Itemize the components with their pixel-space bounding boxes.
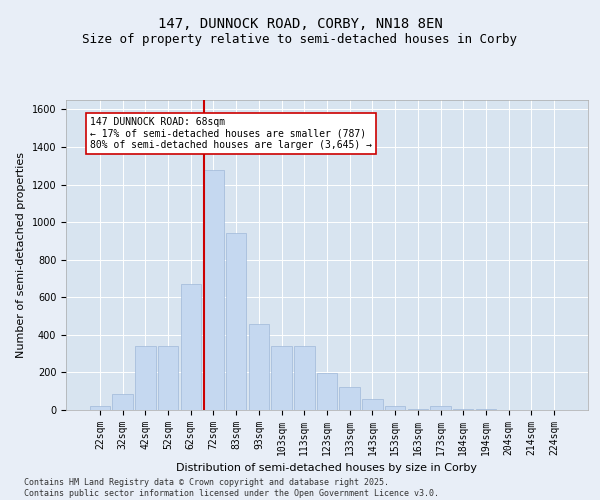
Text: 147, DUNNOCK ROAD, CORBY, NN18 8EN: 147, DUNNOCK ROAD, CORBY, NN18 8EN	[158, 18, 442, 32]
Bar	[112, 394, 133, 410]
Bar	[248, 324, 269, 410]
Bar	[385, 406, 406, 410]
Bar	[226, 234, 247, 410]
Bar	[271, 346, 292, 410]
Bar	[340, 388, 360, 410]
Bar	[362, 398, 383, 410]
Bar	[203, 170, 224, 410]
Bar	[90, 406, 110, 410]
Bar	[430, 406, 451, 410]
X-axis label: Distribution of semi-detached houses by size in Corby: Distribution of semi-detached houses by …	[176, 464, 478, 473]
Bar	[181, 284, 201, 410]
Bar	[135, 346, 155, 410]
Text: Size of property relative to semi-detached houses in Corby: Size of property relative to semi-detach…	[83, 32, 517, 46]
Y-axis label: Number of semi-detached properties: Number of semi-detached properties	[16, 152, 26, 358]
Bar	[407, 409, 428, 410]
Text: 147 DUNNOCK ROAD: 68sqm
← 17% of semi-detached houses are smaller (787)
80% of s: 147 DUNNOCK ROAD: 68sqm ← 17% of semi-de…	[90, 117, 372, 150]
Text: Contains HM Land Registry data © Crown copyright and database right 2025.
Contai: Contains HM Land Registry data © Crown c…	[24, 478, 439, 498]
Bar	[317, 374, 337, 410]
Bar	[158, 346, 178, 410]
Bar	[476, 409, 496, 410]
Bar	[453, 409, 473, 410]
Bar	[294, 346, 314, 410]
